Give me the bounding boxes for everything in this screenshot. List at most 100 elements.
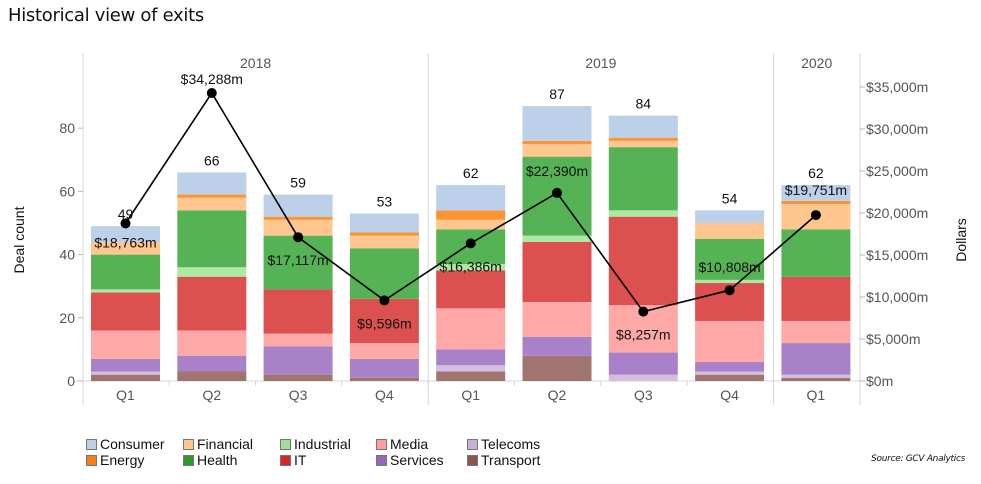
dollar-point — [379, 295, 390, 306]
axes: 2018 2019 2020 0 20 40 60 80 Deal count $0m $5,000… — [11, 53, 969, 405]
legend-item-energy: Energy — [86, 452, 183, 468]
bar-segment-financial — [608, 140, 678, 148]
bar-segment-financial — [263, 219, 333, 236]
bar-segment-health — [177, 210, 247, 268]
dollar-label: $9,596m — [357, 315, 411, 331]
bar-segment-transport — [436, 371, 506, 381]
bar-segment-telecoms — [608, 374, 678, 381]
bar-segment-services — [436, 349, 506, 366]
bar-segment-consumer — [177, 172, 247, 195]
bar-segment-industrial — [608, 210, 678, 217]
bar-segment-it — [263, 289, 333, 334]
legend-label: Media — [390, 436, 429, 452]
y2-tick-label: $25,000m — [866, 163, 928, 179]
bar-total-label: 54 — [722, 190, 738, 206]
y-tick-label: 60 — [59, 183, 75, 199]
legend-item-transport: Transport — [467, 452, 567, 468]
dollar-label: $34,288m — [181, 71, 243, 87]
bar-segment-financial — [436, 219, 506, 230]
bar-segment-industrial — [436, 264, 506, 271]
x-tick-label: Q4 — [720, 387, 739, 403]
dollar-point — [724, 285, 735, 296]
x-tick-label: Q3 — [634, 387, 653, 403]
dollar-point — [810, 210, 821, 221]
bar-segment-industrial — [522, 235, 592, 242]
dollar-label: $8,257m — [616, 327, 670, 343]
bar-segment-energy — [349, 232, 419, 236]
legend-item-financial: Financial — [183, 436, 280, 452]
bar-segment-health — [608, 147, 678, 211]
bar-segment-health — [349, 248, 419, 299]
bar-segment-consumer — [522, 106, 592, 141]
year-label: 2018 — [240, 55, 271, 71]
legend-swatch — [376, 438, 387, 450]
legend-swatch — [467, 454, 478, 466]
bar-total-label: 53 — [377, 194, 393, 210]
bar-segment-industrial — [695, 279, 765, 284]
bar-segment-consumer — [436, 185, 506, 211]
bar-segment-media — [349, 343, 419, 359]
legend-label: Health — [197, 452, 238, 468]
bar-segment-it — [91, 292, 160, 331]
dollar-line — [120, 87, 821, 317]
legend-label: Services — [390, 452, 444, 468]
bar-segment-telecoms — [436, 365, 506, 372]
y-tick-label: 40 — [59, 247, 75, 263]
bar-segment-financial — [349, 235, 419, 249]
y-tick-label: 20 — [59, 310, 75, 326]
y-tick-label: 0 — [67, 373, 75, 389]
y-axis-title: Deal count — [11, 206, 27, 273]
legend-label: Financial — [197, 436, 254, 452]
dollar-point — [465, 238, 476, 249]
bar-segment-energy — [436, 210, 506, 220]
legend-label: Consumer — [100, 436, 165, 452]
bar-segment-consumer — [695, 210, 765, 223]
bar-segment-consumer — [781, 185, 851, 201]
dollar-label: $19,751m — [785, 182, 847, 198]
x-tick-label: Q1 — [461, 387, 480, 403]
bar-segment-transport — [91, 374, 160, 381]
bars — [91, 106, 851, 381]
legend-swatch — [280, 438, 291, 450]
bar-segment-energy — [522, 140, 592, 144]
bar-segment-transport — [781, 377, 851, 381]
bar-segment-energy — [608, 137, 678, 141]
bar-segment-health — [91, 254, 160, 290]
bar-segment-services — [349, 358, 419, 378]
dollar-point — [293, 232, 304, 243]
dollar-label: $18,763m — [94, 234, 156, 250]
bar-segment-transport — [695, 374, 765, 381]
bar-total-label: 87 — [549, 86, 565, 102]
bar-segment-financial — [91, 241, 160, 255]
legend-item-it: IT — [280, 452, 376, 468]
bar-segment-financial — [177, 197, 247, 211]
bar-segment-media — [436, 308, 506, 350]
bar-segment-financial — [522, 144, 592, 157]
bar-total-label: 84 — [636, 96, 652, 112]
y2-tick-label: $10,000m — [866, 289, 928, 305]
dollar-label: $10,808m — [698, 259, 760, 275]
legend-item-health: Health — [183, 452, 280, 468]
dollar-label: $22,390m — [526, 163, 588, 179]
bar-segment-consumer — [608, 115, 678, 138]
bar-total-label: 62 — [463, 165, 479, 181]
legend-swatch — [86, 454, 97, 466]
bar-segment-health — [263, 235, 333, 290]
dollar-point — [206, 87, 217, 98]
y2-tick-label: $5,000m — [866, 331, 920, 347]
bar-segment-services — [263, 346, 333, 375]
bar-total-label: 49 — [118, 206, 134, 222]
bar-segment-it — [349, 298, 419, 344]
bar-segment-media — [263, 333, 333, 347]
bar-segment-transport — [522, 355, 592, 381]
bar-segment-services — [695, 362, 765, 372]
y2-axis-title: Dollars — [953, 218, 969, 262]
bar-segment-industrial — [91, 289, 160, 293]
bar-segment-telecoms — [695, 371, 765, 375]
bar-segment-consumer — [91, 226, 160, 242]
bar-segment-media — [522, 302, 592, 337]
bar-segment-health — [781, 229, 851, 277]
bar-segment-services — [522, 336, 592, 356]
legend-item-consumer: Consumer — [86, 436, 183, 452]
dollar-label: $16,386m — [440, 258, 502, 274]
